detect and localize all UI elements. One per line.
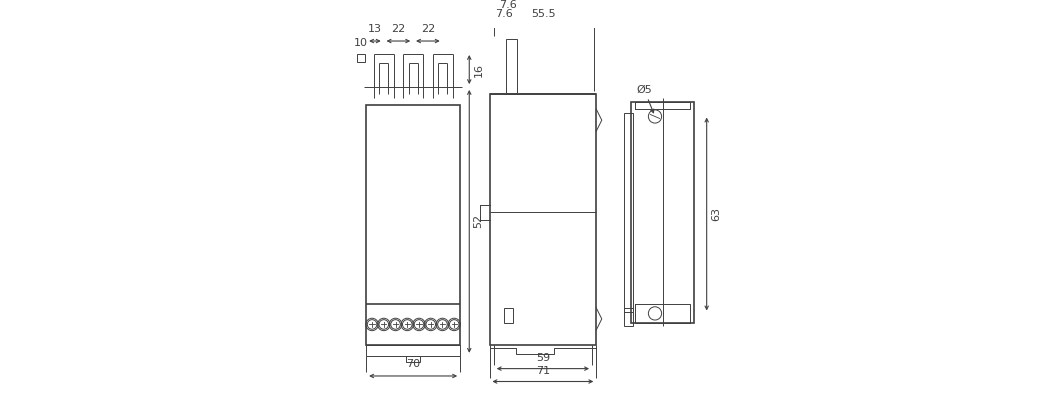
Text: Ø5: Ø5 (636, 85, 654, 113)
Text: 10: 10 (354, 38, 368, 48)
Bar (406, 356, 421, 362)
Bar (624, 113, 633, 312)
Text: 16: 16 (474, 63, 483, 77)
Text: 63: 63 (711, 207, 721, 221)
Text: 59: 59 (535, 353, 550, 363)
Bar (490, 95, 597, 345)
Text: 55.5: 55.5 (532, 8, 556, 19)
Bar (631, 102, 694, 323)
Text: 7.6: 7.6 (496, 8, 513, 19)
Bar (357, 54, 365, 62)
Text: 7.6: 7.6 (498, 0, 516, 10)
Bar (505, 308, 513, 323)
Text: 71: 71 (535, 365, 550, 375)
Text: 22: 22 (391, 24, 406, 34)
Bar (624, 308, 633, 326)
Bar (366, 345, 460, 356)
Text: 22: 22 (421, 24, 435, 34)
Text: 13: 13 (368, 24, 382, 34)
Text: 70: 70 (406, 359, 420, 369)
Bar (366, 105, 460, 345)
Bar (506, 39, 517, 95)
Text: 52: 52 (474, 214, 483, 229)
